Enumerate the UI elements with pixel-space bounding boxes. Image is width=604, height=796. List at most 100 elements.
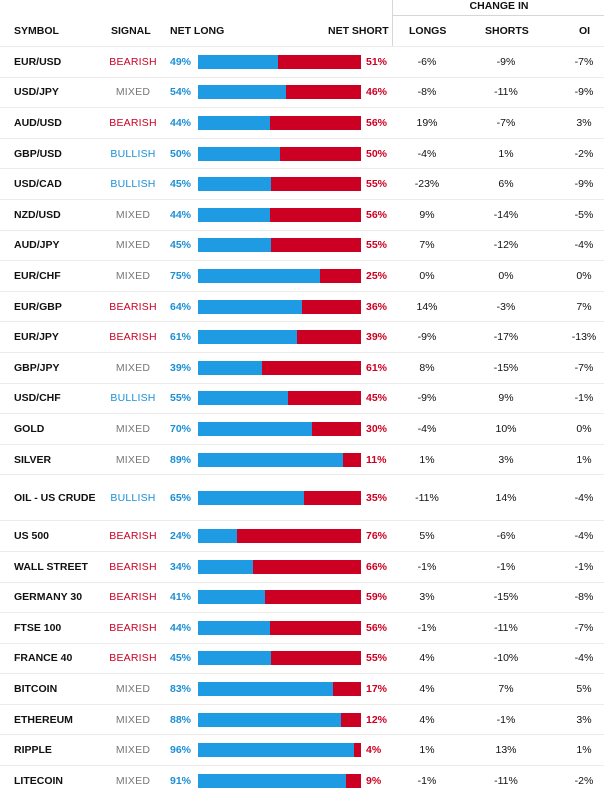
longs-change-cell: -6% <box>417 55 437 68</box>
table-row[interactable]: GBP/JPY MIXED 39% 61% 8% -15% -7% <box>0 351 604 383</box>
signal-cell: BEARISH <box>109 116 157 129</box>
oi-change-cell: 3% <box>576 116 592 129</box>
longs-change-cell: -4% <box>417 147 437 160</box>
table-row[interactable]: EUR/JPY BEARISH 61% 39% -9% -17% -13% <box>0 321 604 352</box>
symbol-cell[interactable]: ETHEREUM <box>14 713 73 726</box>
signal-cell: BEARISH <box>109 300 157 313</box>
symbol-cell[interactable]: WALL STREET <box>14 560 88 573</box>
sentiment-bar <box>198 559 361 574</box>
net-long-pct: 41% <box>170 591 192 604</box>
net-short-bar <box>341 712 361 727</box>
oi-change-cell: -5% <box>574 208 594 221</box>
symbol-cell[interactable]: AUD/JPY <box>14 239 60 252</box>
table-row[interactable]: BITCOIN MIXED 83% 17% 4% 7% 5% <box>0 673 604 704</box>
symbol-cell[interactable]: LITECOIN <box>14 774 63 787</box>
symbol-cell[interactable]: US 500 <box>14 530 50 543</box>
net-short-bar <box>302 299 361 314</box>
net-long-pct: 50% <box>170 147 192 160</box>
symbol-cell[interactable]: FRANCE 40 <box>14 652 73 665</box>
table-row[interactable]: EUR/CHF MIXED 75% 25% 0% 0% 0% <box>0 260 604 291</box>
net-long-pct: 44% <box>170 208 192 221</box>
oi-column-header[interactable]: OI <box>579 25 591 37</box>
symbol-cell[interactable]: EUR/JPY <box>14 331 59 344</box>
net-long-pct: 96% <box>170 744 192 757</box>
net-short-pct: 51% <box>366 55 388 68</box>
longs-change-cell: -4% <box>417 422 437 435</box>
symbol-cell[interactable]: BITCOIN <box>14 683 58 696</box>
table-row[interactable]: GBP/USD BULLISH 50% 50% -4% 1% -2% <box>0 137 604 169</box>
table-row[interactable]: AUD/JPY MIXED 45% 55% 7% -12% -4% <box>0 229 604 261</box>
sentiment-bar <box>198 620 361 635</box>
sentiment-bar <box>198 391 361 406</box>
table-row[interactable]: AUD/USD BEARISH 44% 56% 19% -7% 3% <box>0 107 604 138</box>
symbol-cell[interactable]: GERMANY 30 <box>14 591 83 604</box>
signal-column-header[interactable]: SIGNAL <box>111 25 151 37</box>
table-row[interactable]: LITECOIN MIXED 91% 9% -1% -11% -2% <box>0 765 604 796</box>
symbol-cell[interactable]: OIL - US CRUDE <box>14 491 96 504</box>
longs-change-cell: 8% <box>419 361 435 374</box>
shorts-column-header[interactable]: SHORTS <box>485 25 529 37</box>
table-row[interactable]: WALL STREET BEARISH 34% 66% -1% -1% -1% <box>0 550 604 582</box>
net-short-pct: 36% <box>366 300 388 313</box>
symbol-cell[interactable]: EUR/GBP <box>14 300 62 313</box>
longs-column-header[interactable]: LONGS <box>409 25 447 37</box>
net-short-column-header[interactable]: NET SHORT <box>328 25 389 37</box>
table-row[interactable]: US 500 BEARISH 24% 76% 5% -6% -4% <box>0 520 604 551</box>
signal-cell: MIXED <box>115 422 151 435</box>
table-row[interactable]: USD/JPY MIXED 54% 46% -8% -11% -9% <box>0 76 604 108</box>
signal-cell: BULLISH <box>110 491 156 504</box>
net-short-bar <box>346 773 361 788</box>
symbol-cell[interactable]: FTSE 100 <box>14 621 62 634</box>
symbol-cell[interactable]: NZD/USD <box>14 208 61 221</box>
table-row[interactable]: EUR/GBP BEARISH 64% 36% 14% -3% 7% <box>0 290 604 322</box>
net-short-bar <box>271 651 361 666</box>
oi-change-cell: 5% <box>576 683 592 696</box>
symbol-cell[interactable]: SILVER <box>14 453 52 466</box>
symbol-cell[interactable]: RIPPLE <box>14 744 52 757</box>
table-row[interactable]: SILVER MIXED 89% 11% 1% 3% 1% <box>0 443 604 475</box>
symbol-cell[interactable]: EUR/CHF <box>14 269 61 282</box>
table-row[interactable]: NZD/USD MIXED 44% 56% 9% -14% -5% <box>0 198 604 230</box>
table-row[interactable]: GERMANY 30 BEARISH 41% 59% 3% -15% -8% <box>0 581 604 613</box>
net-long-bar <box>198 452 344 467</box>
symbol-cell[interactable]: GBP/USD <box>14 147 62 160</box>
symbol-cell[interactable]: USD/CAD <box>14 178 62 191</box>
net-long-pct: 49% <box>170 55 192 68</box>
oi-change-cell: -4% <box>574 239 594 252</box>
net-long-pct: 45% <box>170 178 192 191</box>
net-long-bar <box>198 529 238 544</box>
signal-cell: BEARISH <box>109 530 157 543</box>
symbol-cell[interactable]: AUD/USD <box>14 116 62 129</box>
symbol-cell[interactable]: GBP/JPY <box>14 361 60 374</box>
table-row[interactable]: ETHEREUM MIXED 88% 12% 4% -1% 3% <box>0 703 604 735</box>
net-short-bar <box>269 620 361 635</box>
table-row[interactable]: EUR/USD BEARISH 49% 51% -6% -9% -7% <box>0 46 604 77</box>
net-long-bar <box>198 360 262 375</box>
shorts-change-cell: -1% <box>496 713 516 726</box>
table-row[interactable]: RIPPLE MIXED 96% 4% 1% 13% 1% <box>0 734 604 765</box>
shorts-change-cell: -10% <box>493 652 519 665</box>
oi-change-cell: -4% <box>574 652 594 665</box>
table-row[interactable]: FRANCE 40 BEARISH 45% 55% 4% -10% -4% <box>0 642 604 674</box>
symbol-cell[interactable]: USD/JPY <box>14 86 59 99</box>
symbol-cell[interactable]: USD/CHF <box>14 392 61 405</box>
net-long-pct: 54% <box>170 86 192 99</box>
oi-change-cell: -1% <box>574 392 594 405</box>
table-row[interactable]: GOLD MIXED 70% 30% -4% 10% 0% <box>0 413 604 444</box>
net-long-column-header[interactable]: NET LONG <box>170 25 225 37</box>
symbol-cell[interactable]: GOLD <box>14 422 45 435</box>
longs-change-cell: 1% <box>419 744 435 757</box>
net-short-bar <box>320 268 361 283</box>
table-row[interactable]: USD/CHF BULLISH 55% 45% -9% 9% -1% <box>0 382 604 414</box>
table-row[interactable]: FTSE 100 BEARISH 44% 56% -1% -11% -7% <box>0 612 604 643</box>
net-short-bar <box>271 238 361 253</box>
net-long-bar <box>198 743 355 758</box>
table-row[interactable]: USD/CAD BULLISH 45% 55% -23% 6% -9% <box>0 168 604 199</box>
symbol-column-header[interactable]: SYMBOL <box>14 25 59 37</box>
longs-change-cell: 9% <box>419 208 435 221</box>
net-short-bar <box>297 330 361 345</box>
net-short-pct: 12% <box>366 713 388 726</box>
signal-cell: BEARISH <box>109 560 157 573</box>
table-row[interactable]: OIL - US CRUDE BULLISH 65% 35% -11% 14% -4% <box>0 474 604 520</box>
symbol-cell[interactable]: EUR/USD <box>14 55 62 68</box>
